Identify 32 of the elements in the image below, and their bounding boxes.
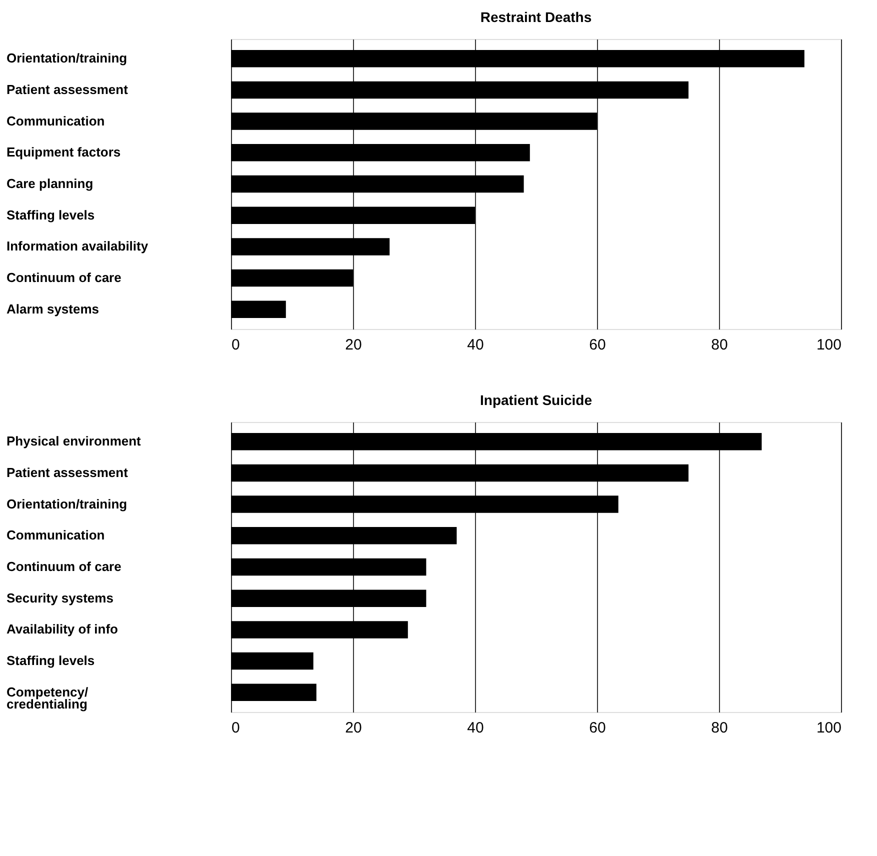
x-tick-label: 20 xyxy=(345,720,362,736)
x-tick-label: 100 xyxy=(816,336,842,354)
chart-title: Restraint Deaths xyxy=(480,9,592,25)
y-tick-label: Patient assessment xyxy=(6,82,129,97)
y-tick-label: Communication xyxy=(6,528,105,543)
x-tick-label: 80 xyxy=(711,720,728,736)
y-tick-label: Care planning xyxy=(6,176,94,191)
x-tick-label: 100 xyxy=(816,720,842,736)
y-tick-label: Physical environment xyxy=(6,434,142,449)
y-tick-label: Competency/ credentialing xyxy=(6,684,89,712)
y-tick-label: Patient assessment xyxy=(6,464,129,480)
y-tick-label: Continuum of care xyxy=(6,559,122,574)
y-tick-label: Security systems xyxy=(6,590,114,606)
y-tick-label: Alarm systems xyxy=(6,301,99,316)
x-tick-label: 20 xyxy=(345,336,362,354)
x-tick-label: 60 xyxy=(589,720,606,736)
y-tick-label: Availability of info xyxy=(6,622,118,637)
y-tick-label: Staffing levels xyxy=(6,207,95,222)
x-tick-label: 40 xyxy=(467,720,484,736)
x-tick-label: 40 xyxy=(467,336,484,354)
x-tick-label: 0 xyxy=(232,720,240,736)
y-tick-label: Communication xyxy=(6,113,105,128)
x-tick-label: 0 xyxy=(232,336,240,354)
y-tick-label: Information availability xyxy=(6,238,149,254)
y-tick-label: Orientation/training xyxy=(6,496,128,512)
y-tick-label: Equipment factors xyxy=(6,144,121,160)
chart-title: Inpatient Suicide xyxy=(480,392,592,408)
y-tick-label: Staffing levels xyxy=(6,653,95,668)
x-tick-label: 60 xyxy=(589,336,606,354)
x-tick-label: 80 xyxy=(711,336,728,354)
y-tick-label: Orientation/training xyxy=(6,50,128,66)
y-tick-label: Continuum of care xyxy=(6,270,122,286)
